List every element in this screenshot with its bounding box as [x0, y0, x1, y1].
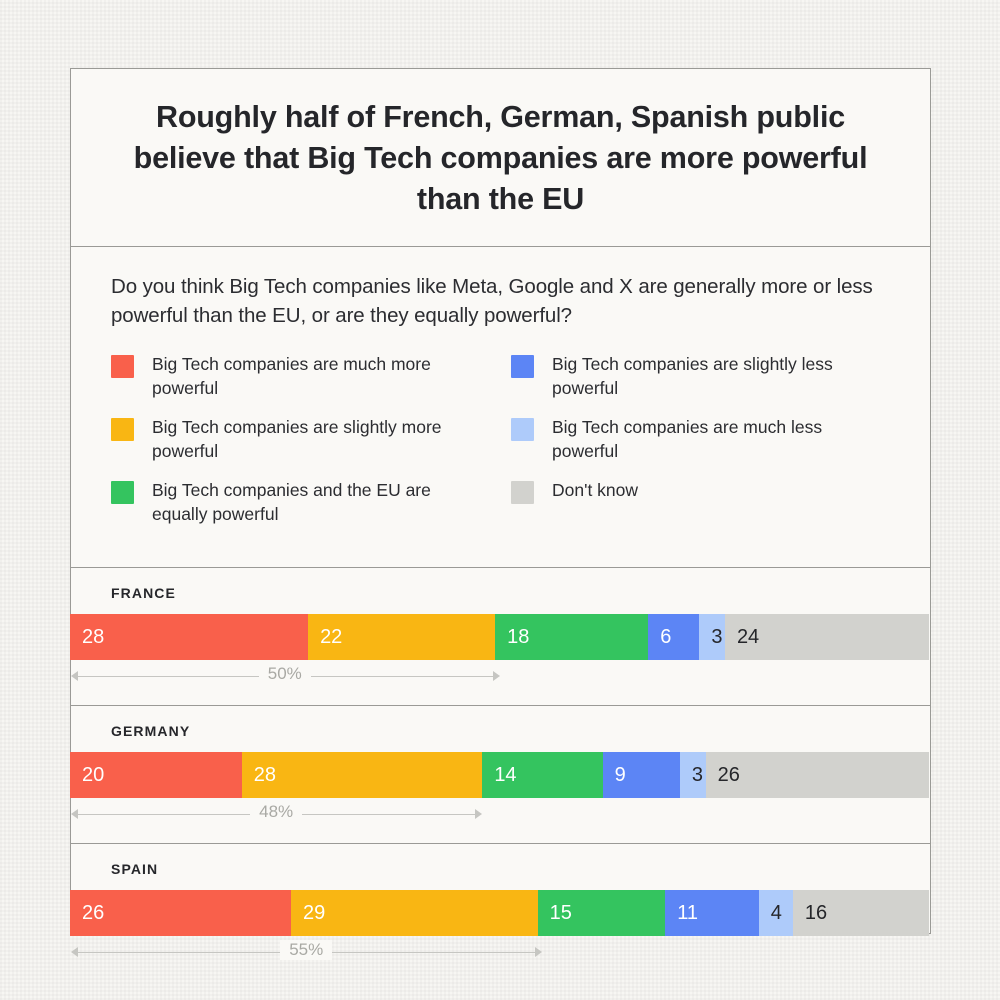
legend-item[interactable]: Don't know [511, 478, 896, 541]
legend-item-label: Don't know [552, 480, 639, 500]
legend-item[interactable]: Big Tech companies are slightly less pow… [511, 352, 896, 415]
bar-segment[interactable]: 26 [70, 890, 292, 936]
legend-item[interactable]: Big Tech companies are much more powerfu… [111, 352, 501, 415]
bar-segment[interactable]: 3 [679, 752, 706, 798]
bar-segment-value: 16 [804, 901, 828, 924]
title-section: Roughly half of French, German, Spanish … [71, 69, 930, 247]
legend-item[interactable]: Big Tech companies and the EU are equall… [111, 478, 501, 541]
bar-annotation: 50% [70, 660, 929, 694]
bar-segment-value: 24 [736, 625, 760, 648]
country-label: SPAIN [111, 861, 159, 877]
legend-item-label: Big Tech companies are slightly less pow… [552, 354, 833, 398]
legend-item[interactable]: Big Tech companies are much less powerfu… [511, 415, 896, 478]
bar-segment-value: 20 [82, 763, 105, 786]
bar-segment-value: 18 [507, 625, 530, 648]
legend-swatch-icon [111, 355, 134, 378]
country-row: FRANCE 28 22 18 6 3 24 50% [70, 568, 930, 706]
bar-segment[interactable]: 28 [241, 752, 483, 798]
legend-item-label: Big Tech companies are much more powerfu… [152, 354, 431, 398]
bar-segment[interactable]: 22 [308, 614, 496, 660]
bar-segment-value: 29 [303, 901, 326, 924]
legend-swatch-icon [111, 418, 134, 441]
bar-annotation: 48% [70, 798, 929, 832]
annotation-arrow-left-icon [71, 671, 78, 681]
stacked-bar-chart: FRANCE 28 22 18 6 3 24 50% GERMANY 20 28 14 9 3 26 48% S… [70, 568, 930, 981]
bar-segment[interactable]: 16 [792, 890, 930, 936]
bar-segment[interactable]: 6 [648, 614, 700, 660]
country-row: SPAIN 26 29 15 11 4 16 55% [70, 844, 930, 981]
annotation-label: 55% [280, 940, 333, 960]
bar-segment[interactable]: 28 [70, 614, 309, 660]
page-title: Roughly half of French, German, Spanish … [133, 100, 868, 216]
stacked-bar: 20 28 14 9 3 26 [70, 752, 929, 798]
legend-swatch-icon [511, 355, 534, 378]
bar-segment[interactable]: 26 [705, 752, 929, 798]
bar-segment[interactable]: 4 [758, 890, 793, 936]
legend-item-label: Big Tech companies are slightly more pow… [152, 417, 442, 461]
stacked-bar: 26 29 15 11 4 16 [70, 890, 930, 936]
bar-segment-value: 14 [494, 763, 517, 786]
country-row: GERMANY 20 28 14 9 3 26 48% [70, 706, 930, 844]
stacked-bar: 28 22 18 6 3 24 [70, 614, 930, 660]
bar-segment[interactable]: 9 [602, 752, 680, 798]
bar-segment[interactable]: 24 [724, 614, 930, 660]
legend-swatch-icon [111, 481, 134, 504]
annotation-arrow-right-icon [535, 947, 543, 957]
legend-item-label: Big Tech companies and the EU are equall… [152, 480, 431, 524]
question-and-legend-section: Do you think Big Tech companies like Met… [71, 247, 930, 568]
legend-item-label: Big Tech companies are much less powerfu… [552, 417, 823, 461]
legend-swatch-icon [511, 481, 534, 504]
annotation-arrow-right-icon [492, 671, 500, 681]
annotation-arrow-right-icon [475, 809, 483, 819]
country-label: GERMANY [111, 723, 191, 739]
bar-segment[interactable]: 29 [291, 890, 538, 936]
bar-segment[interactable]: 18 [495, 614, 649, 660]
bar-segment-value: 4 [770, 901, 782, 924]
bar-segment-value: 28 [253, 763, 277, 786]
bar-segment-value: 6 [660, 625, 672, 648]
bar-segment-value: 11 [677, 901, 698, 924]
infographic-card: Roughly half of French, German, Spanish … [70, 68, 931, 960]
bar-segment-value: 15 [549, 901, 572, 924]
bar-segment-value: 26 [717, 763, 740, 786]
bar-segment[interactable]: 3 [699, 614, 725, 660]
bar-segment-value: 9 [614, 763, 626, 786]
legend-swatch-icon [511, 418, 534, 441]
annotation-label: 48% [250, 802, 303, 822]
bar-segment[interactable]: 20 [70, 752, 242, 798]
bar-annotation: 55% [70, 936, 929, 970]
bar-segment-value: 22 [320, 625, 343, 648]
bar-segment[interactable]: 15 [537, 890, 666, 936]
bar-segment[interactable]: 11 [665, 890, 759, 936]
bar-segment[interactable]: 14 [482, 752, 603, 798]
annotation-label: 50% [258, 664, 311, 684]
survey-question: Do you think Big Tech companies like Met… [111, 275, 873, 327]
bar-segment-value: 26 [82, 901, 105, 924]
country-label: FRANCE [111, 585, 176, 601]
bar-segment-value: 3 [691, 763, 703, 786]
annotation-arrow-left-icon [71, 947, 78, 957]
bar-segment-value: 3 [711, 625, 723, 648]
annotation-arrow-left-icon [71, 809, 78, 819]
legend-item[interactable]: Big Tech companies are slightly more pow… [111, 415, 501, 478]
chart-legend: Big Tech companies are much more powerfu… [111, 352, 896, 541]
bar-segment-value: 28 [82, 625, 105, 648]
